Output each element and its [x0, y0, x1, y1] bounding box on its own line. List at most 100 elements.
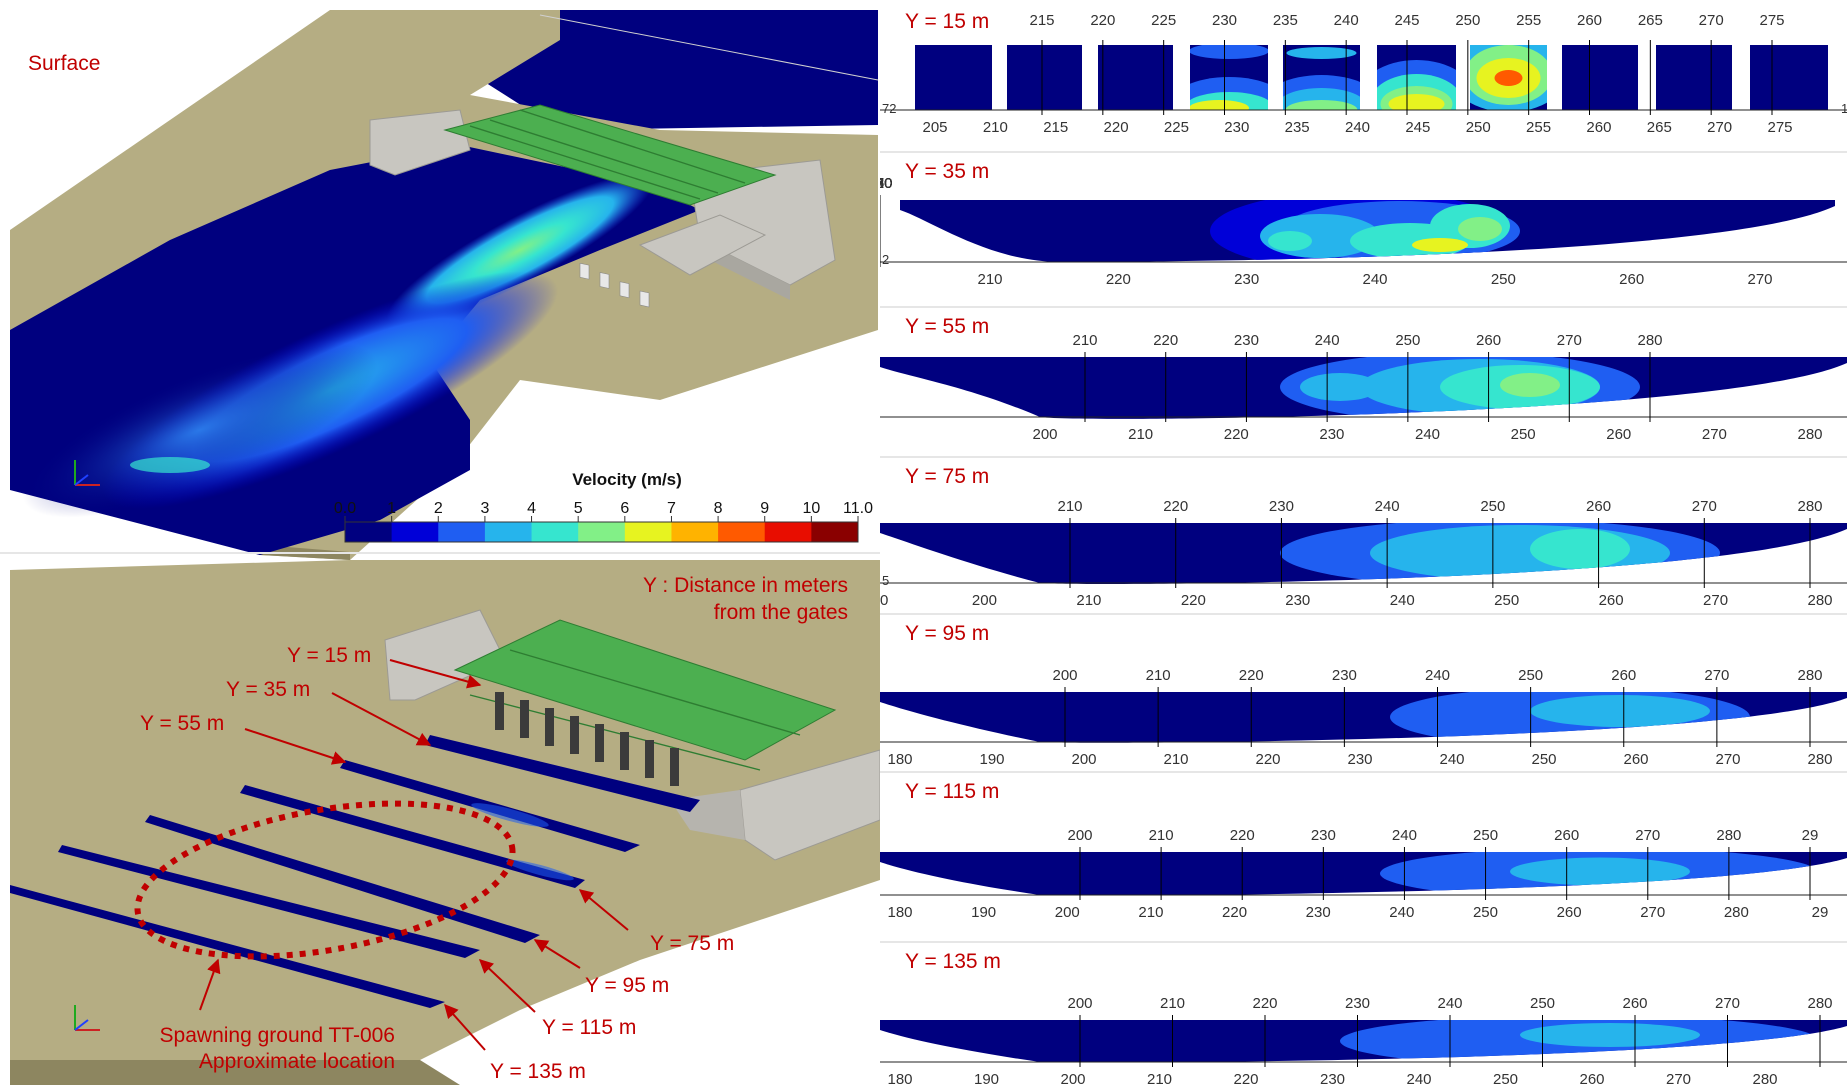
section-bottom-tick: 240 — [1345, 119, 1370, 136]
colorbar-tick-label: 0.0 — [334, 500, 356, 517]
section-top-tick: 220 — [1163, 498, 1188, 515]
section-top-tick: 260 — [1622, 995, 1647, 1012]
section-bottom-tick: 230 — [1234, 271, 1259, 288]
gate-bay-section — [915, 45, 992, 110]
distance-note-line1: Y : Distance in meters — [643, 574, 848, 597]
section-top-tick: 225 — [1151, 12, 1176, 29]
gate-bay-section — [1656, 45, 1732, 110]
section-bottom-tick: 280 — [1724, 904, 1749, 921]
section-bottom-tick: 190 — [979, 751, 1004, 768]
section-top-tick: 210 — [1160, 995, 1185, 1012]
velocity-contour — [1190, 45, 1268, 59]
section-bottom-tick: 220 — [1233, 1071, 1258, 1088]
section-panel: Y = 55 m 210 220 230 240 250 260 270 280 200 210 22… — [880, 306, 1847, 443]
section-bottom-tick: 210 — [1138, 904, 1163, 921]
colorbar-tick-label: 9 — [760, 500, 769, 517]
section-top-tick: 210 — [1072, 332, 1097, 349]
section-top-tick: 240 — [1315, 332, 1340, 349]
cross-section-view — [10, 560, 880, 1085]
section-top-tick: 220 — [1239, 667, 1264, 684]
label-y135: Y = 135 m — [490, 1060, 586, 1083]
section-top-tick: 260 — [1577, 12, 1602, 29]
section-bottom-tick: 260 — [1579, 1071, 1604, 1088]
section-top-tick: 220 — [1090, 12, 1115, 29]
section-top-tick: 250 — [1480, 498, 1505, 515]
section-top-tick: 230 — [1212, 12, 1237, 29]
section-top-tick: 280 — [1797, 498, 1822, 515]
section-bottom-tick: 250 — [1491, 271, 1516, 288]
section-bottom-tick: 230 — [1320, 1071, 1345, 1088]
velocity-contour — [1530, 695, 1710, 727]
section-bottom-tick: 260 — [1557, 904, 1582, 921]
section-bottom-tick: 250 — [1473, 904, 1498, 921]
axes-icon-lower — [74, 1005, 100, 1031]
section-bottom-tick: 250 — [1494, 592, 1519, 609]
section-bottom-tick: 210 — [1128, 426, 1153, 443]
section-title: Y = 95 m — [905, 622, 989, 645]
section-bottom-tick: 210 — [1147, 1071, 1172, 1088]
section-top-tick: 260 — [1586, 498, 1611, 515]
section-top-tick: 210 — [1057, 498, 1082, 515]
colorbar-cell — [438, 522, 486, 542]
section-bottom-tick: 255 — [1526, 119, 1551, 136]
section-top-tick: 280 — [1807, 995, 1832, 1012]
section-side-right: 1 — [1841, 101, 1847, 116]
section-top-tick: 260 — [1611, 667, 1636, 684]
section-bottom-tick: 200 — [972, 592, 997, 609]
section-top-tick: 260 — [880, 175, 893, 192]
section-bottom-tick: 200 — [1032, 426, 1057, 443]
section-top-tick: 240 — [1437, 995, 1462, 1012]
colorbar-cell — [764, 522, 812, 542]
label-y75: Y = 75 m — [650, 932, 734, 955]
section-bottom-tick: 210 — [1163, 751, 1188, 768]
section-top-tick: 200 — [1067, 995, 1092, 1012]
section-bottom-tick: 250 — [1466, 119, 1491, 136]
section-top-tick: 250 — [1518, 667, 1543, 684]
colorbar-cell — [811, 522, 859, 542]
section-bottom-tick: 265 — [1647, 119, 1672, 136]
section-title: Y = 55 m — [905, 315, 989, 338]
section-bottom-tick: 250 — [1531, 751, 1556, 768]
section-side-left: 5 — [882, 573, 889, 588]
section-panel: Y = 115 m 200 210 220 230 240 250 260 270 280 29 18… — [880, 771, 1847, 921]
section-bottom-tick: 280 — [1807, 592, 1832, 609]
section-bottom-tick: 260 — [1599, 592, 1624, 609]
section-bottom-tick: 200 — [1060, 1071, 1085, 1088]
training-wall — [638, 214, 767, 276]
section-bottom-tick: 270 — [1707, 119, 1732, 136]
section-bottom-tick: 250 — [1493, 1071, 1518, 1088]
section-bottom-tick: 260 — [1586, 119, 1611, 136]
section-bottom-tick: 29 — [1812, 904, 1829, 921]
section-bottom-tick: 220 — [1106, 271, 1131, 288]
model-views: Surface Velocity (m/s) 0.0 1 2 3 4 5 6 7 8 9 10 11.… — [0, 8, 880, 1085]
section-bottom-tick: 220 — [1181, 592, 1206, 609]
section-bottom-tick: 240 — [1439, 751, 1464, 768]
section-top-tick: 270 — [1635, 827, 1660, 844]
section-top-tick: 235 — [1273, 12, 1298, 29]
section-bottom-tick: 240 — [1389, 904, 1414, 921]
velocity-colorbar: Velocity (m/s) 0.0 1 2 3 4 5 6 7 8 9 10 11.0 — [334, 470, 873, 543]
colorbar-cell — [718, 522, 766, 542]
section-top-tick: 240 — [1425, 667, 1450, 684]
spawning-label-line1: Spawning ground TT-006 — [160, 1024, 395, 1047]
section-top-tick: 250 — [880, 175, 893, 192]
section-top-tick: 240 — [880, 175, 893, 192]
velocity-contour — [1530, 529, 1630, 569]
section-top-tick: 240 — [1392, 827, 1417, 844]
velocity-contour — [1494, 70, 1523, 86]
section-panel: Y = 15 m 215 220 225 230 235 240 245 250 255 260 26… — [880, 10, 1847, 136]
section-bottom-tick: 90 — [880, 592, 888, 609]
section-top-tick: 250 — [1455, 12, 1480, 29]
colorbar-cell — [345, 522, 393, 542]
velocity-contour — [1520, 1023, 1700, 1047]
section-top-tick: 250 — [1395, 332, 1420, 349]
distance-note-line2: from the gates — [714, 601, 848, 624]
section-bottom-tick: 260 — [1606, 426, 1631, 443]
dam-right-block — [739, 749, 880, 861]
section-top-tick: 260 — [1554, 827, 1579, 844]
colorbar-cell — [531, 522, 579, 542]
velocity-contour — [1268, 231, 1312, 251]
section-top-tick: 230 — [1269, 498, 1294, 515]
section-title: Y = 75 m — [905, 465, 989, 488]
colorbar-tick-label: 4 — [527, 500, 536, 517]
